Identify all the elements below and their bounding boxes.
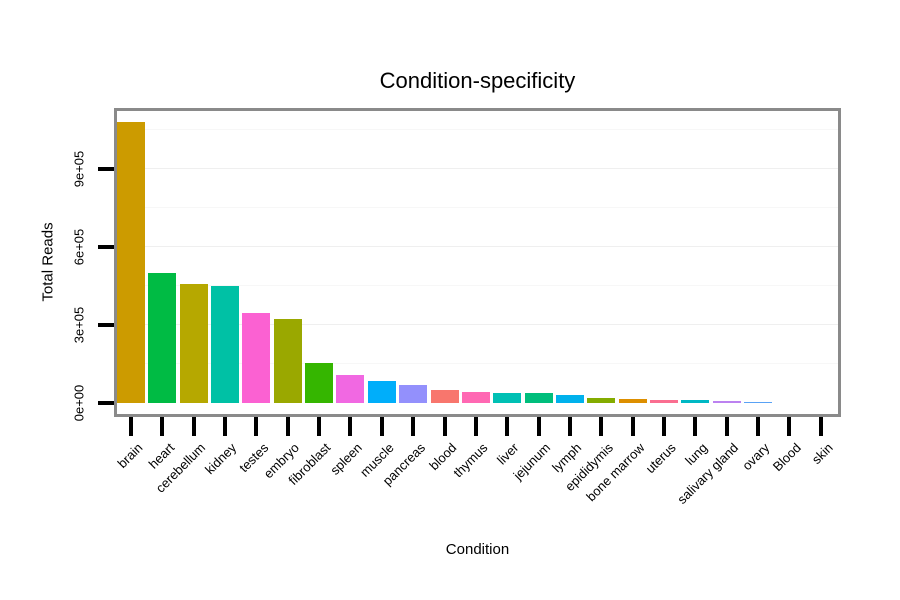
bar-blood: [430, 390, 459, 403]
bar-testes: [242, 313, 271, 403]
x-axis-tick-label: thymus: [450, 440, 491, 481]
minor-gridline: [117, 206, 838, 208]
bar-heart: [148, 273, 177, 403]
x-axis-tick-label: skin: [808, 440, 836, 467]
bar-salivary-gland: [712, 401, 741, 403]
x-axis-tick: [317, 417, 322, 436]
x-axis-tick: [787, 417, 792, 436]
bar-cerebellum: [179, 284, 208, 403]
major-gridline: [117, 167, 838, 169]
bar-kidney: [211, 286, 240, 403]
x-axis-tick: [160, 417, 165, 436]
bar-epididymis: [587, 398, 616, 403]
major-gridline: [117, 323, 838, 325]
x-axis-tick: [442, 417, 447, 436]
x-axis-tick: [756, 417, 760, 436]
x-axis-tick: [661, 417, 666, 436]
plot-panel: [114, 108, 841, 417]
x-axis-tick-label: Blood: [769, 440, 804, 475]
y-axis-tick-label: 9e+05: [71, 150, 87, 187]
minor-gridline: [117, 128, 838, 130]
bar-pancreas: [399, 385, 428, 403]
x-axis-tick-label: kidney: [202, 440, 240, 478]
x-axis-tick: [254, 417, 259, 436]
x-axis-tick: [505, 417, 510, 436]
bar-ovary: [744, 402, 772, 403]
x-axis-tick: [818, 417, 823, 436]
x-axis-tick: [191, 417, 196, 436]
bar-liver: [493, 393, 522, 403]
y-axis-tick: [98, 322, 114, 327]
bar-bone-marrow: [618, 399, 647, 403]
bar-uterus: [649, 400, 678, 403]
x-axis-tick: [411, 417, 416, 436]
y-axis-tick: [98, 244, 114, 249]
minor-gridline: [117, 284, 838, 286]
bar-fibroblast: [305, 363, 334, 403]
x-axis-tick-label: brain: [114, 440, 146, 472]
x-axis-tick-label: uterus: [642, 440, 679, 477]
x-axis-tick: [724, 417, 729, 436]
x-axis-tick: [285, 417, 290, 436]
x-axis-tick: [223, 417, 228, 436]
minor-gridline: [117, 362, 838, 364]
x-axis-tick: [348, 417, 353, 436]
y-axis-tick-label: 3e+05: [71, 306, 87, 344]
bar-muscle: [367, 381, 396, 403]
x-axis-tick: [536, 417, 541, 436]
y-axis-title: Total Reads: [39, 222, 57, 302]
x-axis-tick: [129, 417, 133, 436]
bar-lymph: [555, 395, 584, 403]
major-gridline: [117, 245, 838, 247]
x-axis-title: Condition: [445, 541, 510, 558]
x-axis-tick: [693, 417, 698, 436]
bar-embryo: [273, 319, 302, 403]
bar-spleen: [336, 375, 365, 403]
x-axis-tick: [379, 417, 384, 436]
y-axis-tick: [98, 401, 114, 405]
chart-title: Condition-specificity: [379, 68, 576, 93]
x-axis-tick: [599, 417, 604, 436]
bar-jejunum: [524, 393, 553, 403]
y-axis-tick-label: 6e+05: [71, 228, 87, 266]
bar-lung: [681, 400, 710, 403]
bar-thymus: [461, 392, 490, 403]
y-axis-tick: [98, 166, 114, 171]
y-axis-tick-label: 0e+00: [71, 384, 87, 422]
bar-brain: [117, 122, 145, 403]
x-axis-tick: [567, 417, 572, 436]
x-axis-tick: [473, 417, 478, 436]
x-axis-tick: [630, 417, 635, 436]
x-axis-tick-label: ovary: [739, 440, 773, 474]
